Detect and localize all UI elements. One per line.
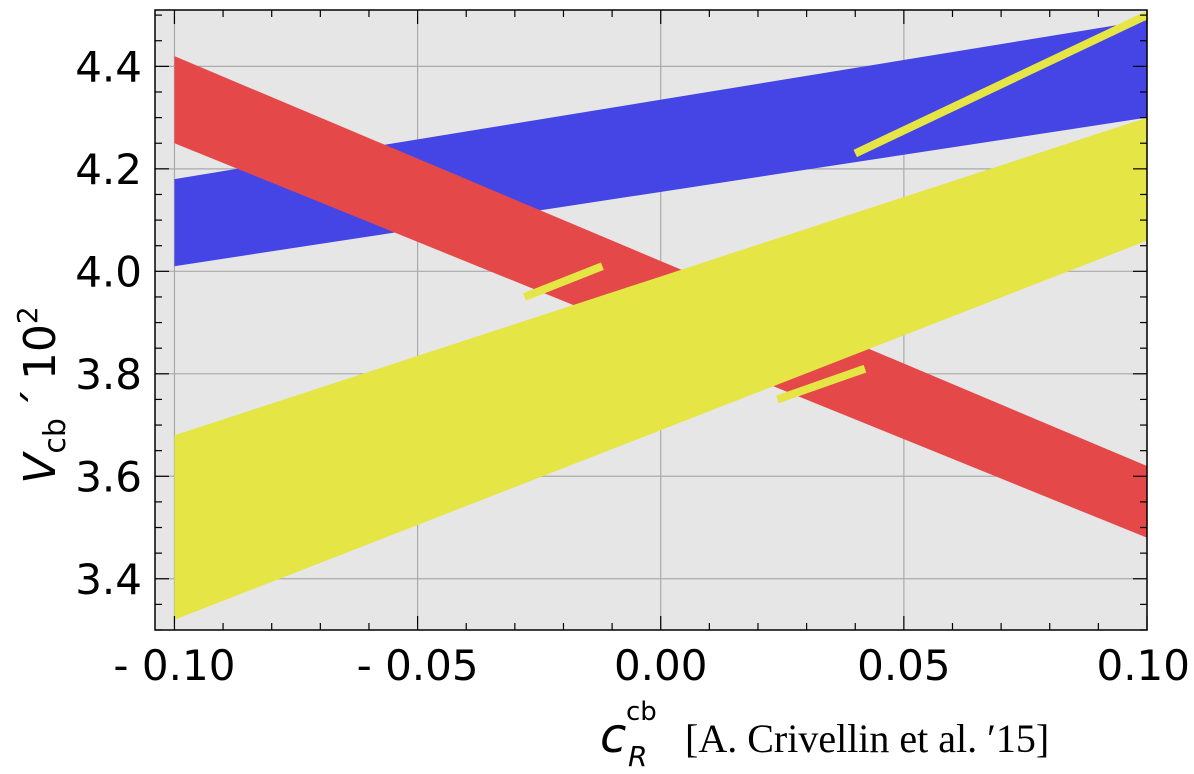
- y-axis-label-sub: cb: [38, 418, 73, 454]
- yellow-line: [523, 262, 604, 301]
- y-tick-label: 4.0: [75, 247, 142, 296]
- bands: [174, 20, 1147, 620]
- y-tick-label: 3.8: [75, 350, 142, 399]
- plot-frame: [154, 9, 1148, 631]
- yellow-line: [853, 11, 1149, 158]
- y-axis-label-times: ´: [15, 388, 66, 410]
- y-tick-label: 4.2: [75, 145, 142, 194]
- x-tick-label: 0.10: [1096, 641, 1190, 690]
- y-axis-label-base: 10: [15, 324, 66, 380]
- x-axis-label-main: c: [600, 708, 626, 764]
- y-tick-label: 3.6: [75, 452, 142, 501]
- x-axis-label-sub: R: [628, 740, 647, 773]
- y-axis-label-main: V: [15, 451, 66, 484]
- x-tick-label: - 0.05: [357, 641, 479, 690]
- x-axis-label: c cb R: [600, 697, 657, 773]
- y-axis-label-exp: 2: [11, 306, 44, 324]
- y-tick-label: 4.4: [75, 42, 142, 91]
- lines: [523, 11, 1149, 404]
- x-tick-label: - 0.10: [113, 641, 235, 690]
- svg-text:Vcb´102: Vcb ´ 102: [11, 306, 73, 483]
- citation-annotation: [A. Crivellin et al. ′15]: [685, 716, 1049, 761]
- x-tick-label: 0.05: [857, 641, 951, 690]
- y-axis-label: Vcb ´ 102: [11, 306, 73, 483]
- x-axis-label-sup: cb: [626, 697, 657, 727]
- x-tick-label: 0.00: [614, 641, 708, 690]
- yellow-line: [776, 364, 867, 404]
- axis-ticks: [155, 10, 1148, 631]
- y-tick-label: 3.4: [75, 555, 142, 604]
- yellow-band: [174, 117, 1147, 620]
- tick-labels: - 0.10 - 0.05 0.00 0.05 0.10 3.4 3.6 3.8 4.0 4.2 4…: [75, 42, 1190, 690]
